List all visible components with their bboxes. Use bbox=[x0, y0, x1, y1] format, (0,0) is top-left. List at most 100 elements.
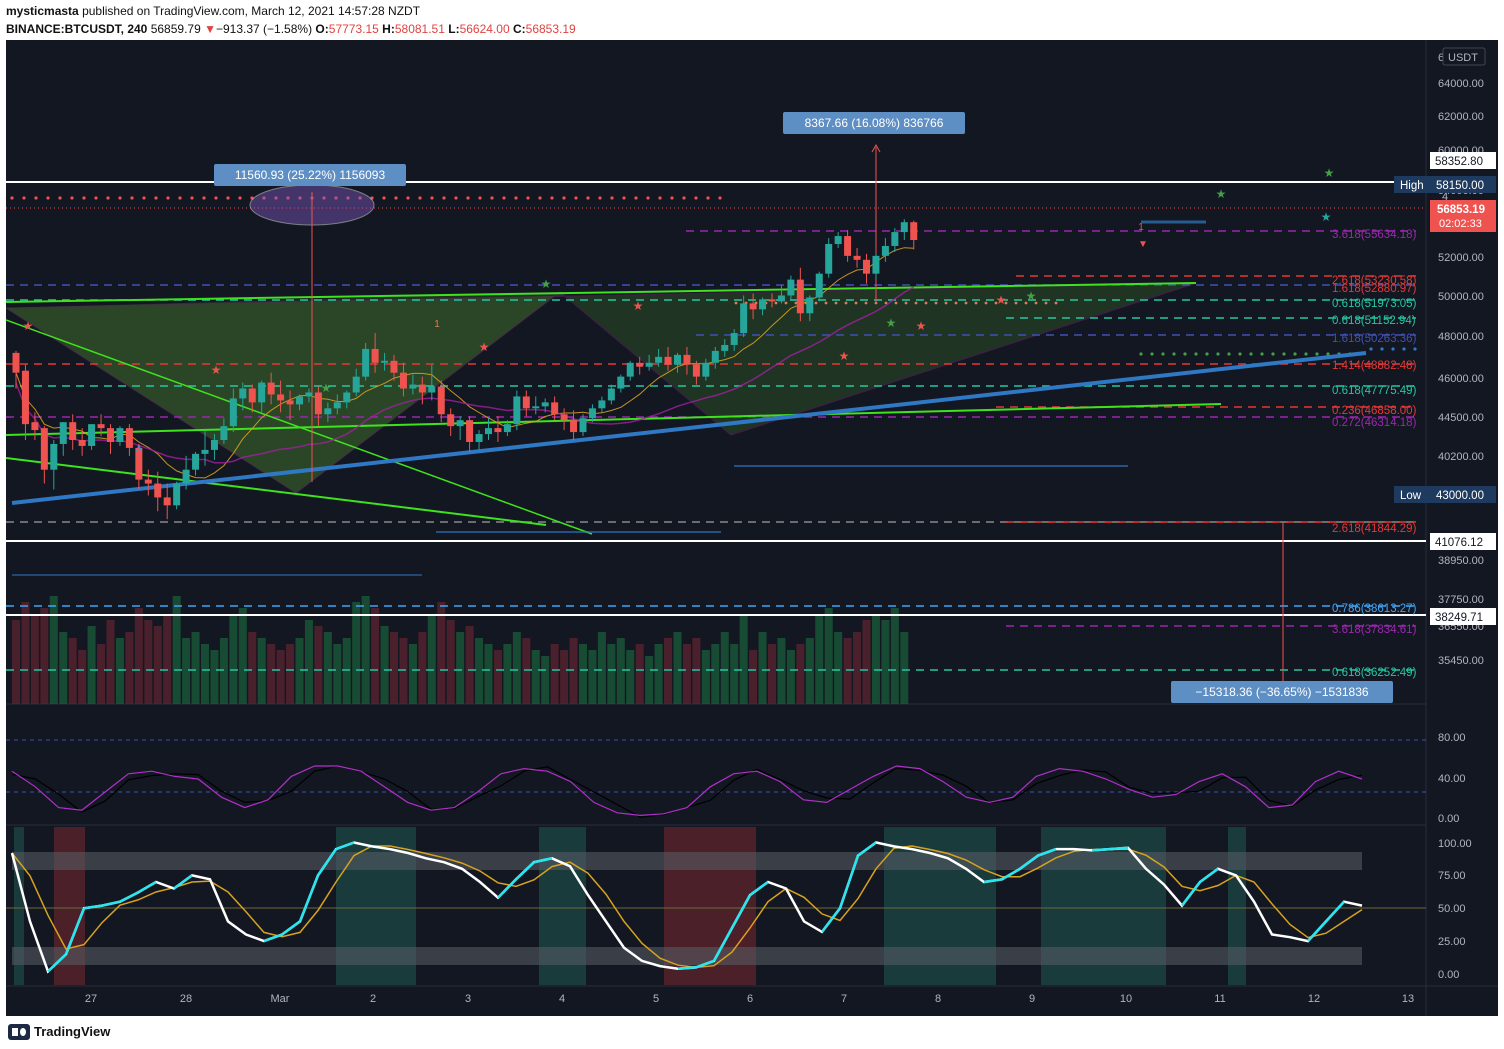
candle-body bbox=[314, 392, 322, 415]
candle-body bbox=[286, 400, 294, 405]
fib-label: 3.618(37834.61) bbox=[1332, 624, 1417, 636]
candle-body bbox=[844, 236, 852, 256]
footer-brand[interactable]: TradingView bbox=[34, 1024, 111, 1039]
candle-body bbox=[107, 428, 114, 442]
signal-star-icon: ★ bbox=[886, 316, 897, 330]
fib-label: 0.618(51152.94) bbox=[1332, 315, 1416, 327]
stoch-rising-segment bbox=[173, 874, 193, 890]
volume-bar bbox=[475, 638, 484, 704]
support-dot bbox=[1315, 352, 1319, 356]
stoch-rising-segment bbox=[1181, 881, 1201, 907]
fib-label: 1.618(52880.97) bbox=[1332, 283, 1417, 295]
support-dot bbox=[1293, 352, 1297, 356]
time-axis-label: 9 bbox=[1029, 993, 1035, 1005]
volume-bar bbox=[106, 620, 115, 704]
stoch-rising-segment bbox=[119, 891, 139, 903]
candle-body bbox=[777, 295, 785, 302]
resistance-dot bbox=[670, 196, 674, 200]
resistance-dot bbox=[370, 196, 374, 200]
volume-bar bbox=[654, 644, 663, 704]
support-dot bbox=[1161, 352, 1165, 356]
author-name[interactable]: mysticmasta bbox=[6, 4, 79, 18]
chart-canvas[interactable]: ★ ★ ★ ★ ★ ★ ★ ★ ★ ★ ★ ★ ★ ★ ▼ A 1 1 11560.93 (25.22%) 115… bbox=[4, 40, 1498, 1016]
price-badge-value: 41076.12 bbox=[1435, 537, 1483, 549]
candle-body bbox=[343, 392, 351, 403]
volume-bar bbox=[163, 614, 172, 704]
price-badge bbox=[1394, 176, 1496, 193]
candle-body bbox=[607, 388, 615, 401]
stoch-rising-segment bbox=[712, 927, 734, 962]
price-badge bbox=[1430, 533, 1496, 550]
volume-bar bbox=[210, 650, 219, 704]
support-dot bbox=[1380, 347, 1384, 351]
signal-star-icon: ★ bbox=[839, 349, 850, 363]
resistance-dot bbox=[514, 196, 518, 200]
time-axis-label: 10 bbox=[1120, 993, 1132, 1005]
stoch-rising-segment bbox=[1019, 854, 1039, 870]
chart-svg[interactable]: ★★★★★★★ ★★ ★★★★★▼A11 11560.93 (25.22%) 115… bbox=[4, 40, 1498, 1016]
resistance-dot bbox=[142, 196, 146, 200]
candle-body bbox=[815, 273, 823, 298]
volume-bar bbox=[635, 644, 644, 704]
volume-bar bbox=[805, 638, 814, 704]
descending-trendline bbox=[5, 319, 593, 535]
price-axis-label: 6 bbox=[1438, 52, 1444, 64]
resistance-dot bbox=[58, 196, 62, 200]
close-value: 56853.19 bbox=[525, 22, 576, 36]
fib-label: 2.618(41844.29) bbox=[1332, 523, 1417, 535]
candle-body bbox=[31, 422, 39, 431]
stoch-rising-segment bbox=[677, 966, 697, 970]
candle-body bbox=[740, 303, 748, 334]
resistance-dot bbox=[490, 196, 494, 200]
signal-star-icon: ★ bbox=[1026, 289, 1037, 303]
candle-body bbox=[192, 453, 200, 470]
resistance-dot bbox=[658, 196, 662, 200]
volume-bar bbox=[881, 620, 890, 704]
candle-body bbox=[721, 344, 729, 351]
price-axis-label: 50000.00 bbox=[1438, 291, 1484, 303]
candle-body bbox=[447, 414, 455, 427]
resistance-dot bbox=[274, 196, 278, 200]
support-dot bbox=[1413, 347, 1417, 351]
resistance-dot bbox=[154, 196, 158, 200]
resistance-dot bbox=[466, 196, 470, 200]
volume-bar bbox=[682, 644, 691, 704]
support-dot bbox=[1402, 347, 1406, 351]
volume-bar bbox=[12, 620, 20, 704]
fib-label: 1.414(48882.48) bbox=[1332, 360, 1417, 372]
level-dot bbox=[814, 301, 818, 305]
candle-body bbox=[154, 483, 162, 498]
resistance-dot bbox=[262, 196, 266, 200]
level-dot bbox=[954, 301, 958, 305]
candle-body bbox=[485, 428, 492, 435]
close-label: C: bbox=[512, 22, 526, 36]
stoch-rising-segment bbox=[137, 880, 157, 894]
stoch-rising-segment bbox=[730, 894, 752, 929]
candle-body bbox=[258, 382, 266, 403]
level-dot bbox=[1004, 301, 1008, 305]
volume-bar bbox=[664, 638, 673, 704]
candle-body bbox=[674, 354, 681, 365]
candle-body bbox=[551, 402, 559, 415]
time-axis-label: 6 bbox=[747, 993, 753, 1005]
resistance-dot bbox=[574, 196, 578, 200]
fib-label: 0.236(46858.00) bbox=[1332, 405, 1417, 417]
candle-body bbox=[598, 400, 606, 409]
volume-bar bbox=[465, 626, 474, 704]
resistance-dot bbox=[418, 196, 422, 200]
tradingview-logo-icon[interactable] bbox=[8, 1024, 30, 1040]
stoch-rising-segment bbox=[1325, 900, 1345, 923]
resistance-dot bbox=[238, 196, 242, 200]
volume-bar bbox=[172, 596, 181, 704]
volume-bar bbox=[323, 632, 332, 704]
measure-label-box bbox=[783, 112, 965, 134]
volume-bar bbox=[87, 626, 96, 704]
time-axis-label: 27 bbox=[85, 993, 97, 1005]
volume-bar bbox=[758, 632, 767, 704]
volume-bar bbox=[399, 638, 408, 704]
stoch-zone bbox=[14, 827, 24, 985]
resistance-dot bbox=[70, 196, 74, 200]
volume-bar bbox=[522, 638, 531, 704]
price-axis-label: 4 bbox=[1442, 191, 1448, 203]
signal-star-icon: ★ bbox=[541, 277, 552, 291]
